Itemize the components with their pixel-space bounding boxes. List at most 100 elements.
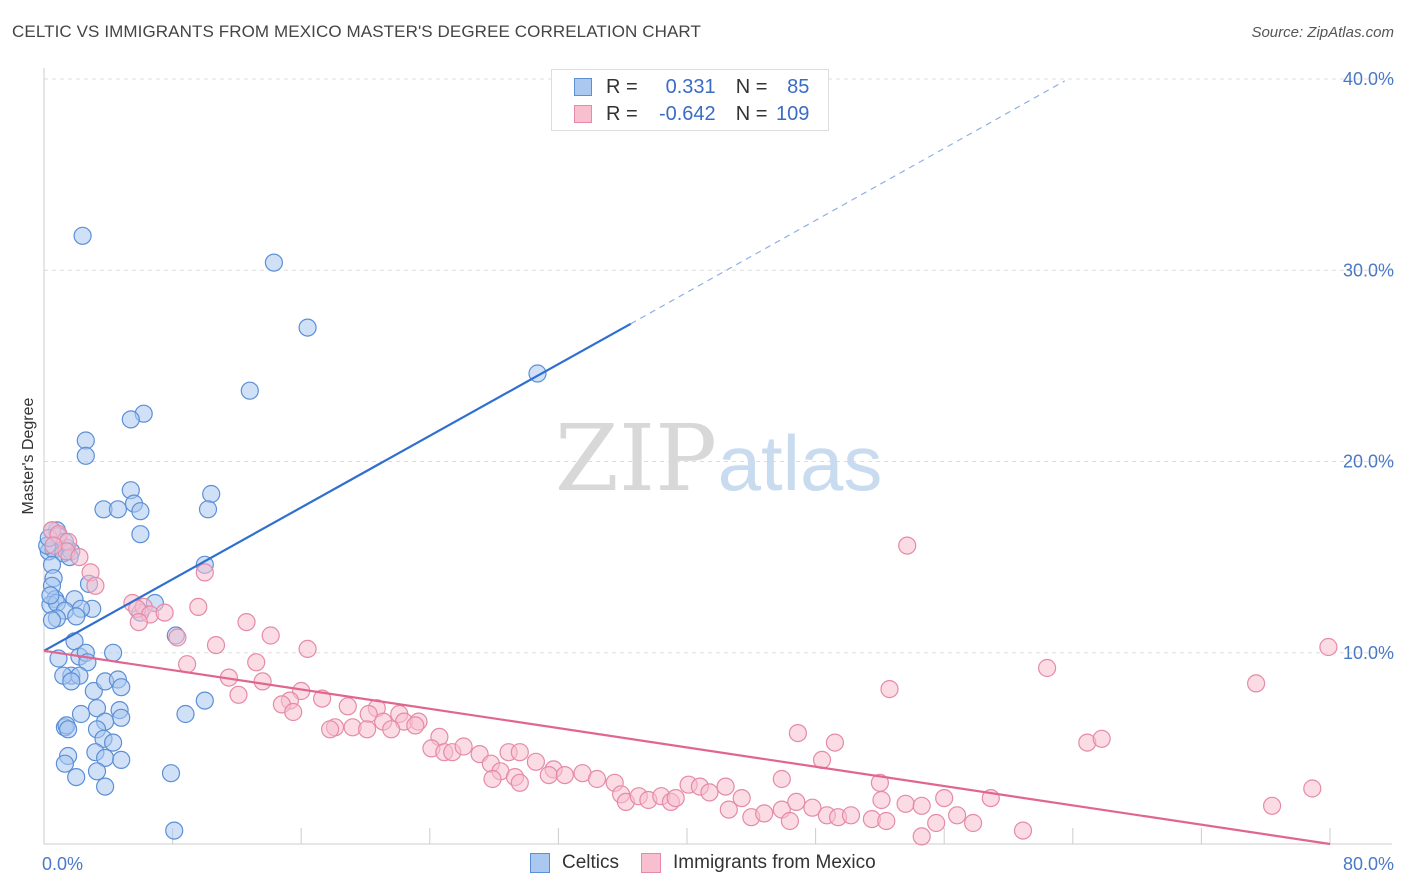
data-point [510,743,529,762]
data-point [454,737,473,756]
trendline-extension [630,80,1066,325]
chart-title: CELTIC VS IMMIGRANTS FROM MEXICO MASTER'… [12,22,701,41]
legend-n-value-celtics: 85 [787,75,810,98]
data-point [358,720,377,739]
data-point [206,635,226,655]
data-point [103,733,123,752]
data-point [841,806,861,825]
data-point [67,607,86,626]
data-point [483,769,502,789]
trendlines [43,80,1331,846]
legend-label-celtics: Celtics [562,852,620,873]
data-point [896,794,915,813]
legend-n-label: N = [735,102,768,125]
data-point [947,806,967,825]
data-point [67,767,86,787]
data-point [880,679,899,699]
data-point [870,773,890,792]
data-point [825,733,845,752]
source-label: Source: ZipAtlas.com [1251,24,1394,41]
data-point [1303,779,1322,798]
data-point [872,790,891,810]
data-point [55,754,75,773]
data-point [168,628,187,647]
data-point [700,783,719,802]
data-point [44,536,63,555]
data-point [108,500,128,519]
legend-n-label: N = [735,75,768,98]
data-point [58,720,78,739]
legend-swatch-celtics [530,853,550,873]
data-point [155,603,174,622]
data-point [877,811,896,831]
data-point [131,525,150,544]
data-point [755,804,774,823]
y-tick-label: 10.0% [1343,643,1394,663]
data-point [298,318,317,337]
data-point [1246,674,1266,693]
legend-r-value-celtics: 0.331 [665,75,716,98]
data-point [788,723,808,743]
data-point [898,536,917,555]
data-point [935,788,954,808]
data-point [587,769,607,789]
data-point [555,765,574,785]
legend-item-celtics[interactable]: Celtics [530,852,619,874]
data-point [131,502,150,521]
data-point [240,381,259,400]
legend-item-mexico[interactable]: Immigrants from Mexico [641,852,876,874]
data-point [178,655,197,674]
data-point [95,777,115,796]
data-point [1262,796,1282,815]
data-point [73,226,92,245]
data-point [510,773,529,792]
data-point [772,769,791,789]
data-point [176,704,195,724]
y-tick-label: 30.0% [1343,260,1394,280]
data-point [229,685,248,704]
data-point [165,821,184,840]
data-point [261,626,280,645]
legend-n-value-mexico: 109 [776,102,810,125]
watermark-atlas: atlas [718,419,883,507]
data-point [284,702,303,722]
data-point [112,750,131,770]
data-point [912,827,931,846]
x-tick-label: 0.0% [42,854,83,874]
data-point [42,611,62,630]
legend-label-mexico: Immigrants from Mexico [673,852,876,873]
y-tick-label: 20.0% [1343,452,1394,472]
data-point [526,752,546,771]
data-point [195,691,214,710]
data-point [198,500,218,519]
data-point [189,597,208,617]
legend-row-celtics: R = 0.331 N = 85 [574,75,809,99]
y-tick-label: 40.0% [1343,69,1394,89]
data-point [264,253,283,272]
data-point [666,788,685,808]
y-axis-label: Master's Degree [20,397,37,514]
data-point [202,484,221,504]
series-immigrants-from-mexico [42,521,1338,846]
data-point [803,798,822,817]
data-point [247,653,266,672]
data-point [76,431,95,450]
data-point [338,697,357,716]
trendline [43,649,1331,846]
data-point [161,764,181,783]
data-point [732,788,751,808]
legend-r-label: R = [606,102,638,125]
x-tick-label: 80.0% [1343,854,1394,874]
data-point [253,672,272,691]
data-point [719,800,738,819]
data-point [103,643,123,662]
data-point [41,586,60,605]
data-point [963,813,983,833]
tick-labels: 10.0% 20.0% 30.0% 40.0% 0.0% 80.0% [42,69,1394,874]
data-point [86,576,105,595]
data-point [780,811,800,831]
legend-r-label: R = [606,75,638,98]
data-point [787,792,806,812]
data-point [321,720,340,739]
